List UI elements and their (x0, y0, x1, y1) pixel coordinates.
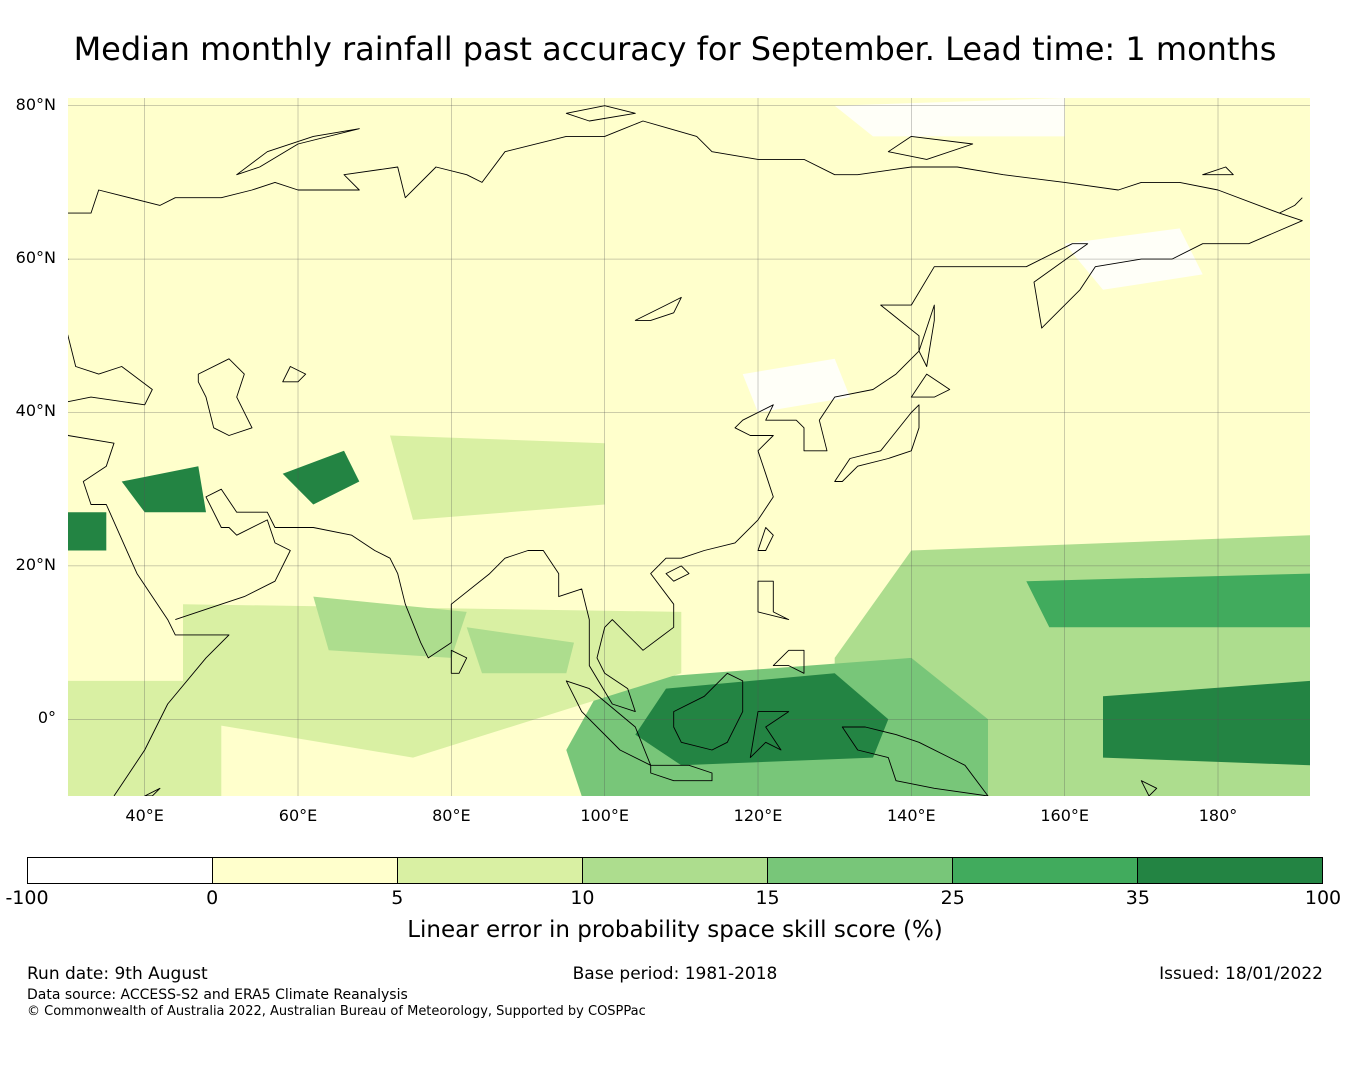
skill-region (282, 450, 360, 505)
longitude-label: 120°E (733, 806, 783, 825)
coastline (757, 527, 774, 551)
longitude-label: 100°E (580, 806, 629, 825)
coastline (1140, 780, 1158, 796)
coastline (887, 135, 974, 160)
colorbar-segment (398, 858, 583, 883)
skill-region (313, 596, 467, 658)
colorbar-tick-label: 25 (940, 887, 965, 909)
colorbar (27, 857, 1323, 884)
issued-date: Issued: 18/01/2022 (1159, 964, 1323, 984)
colorbar-segment (1138, 858, 1322, 883)
latitude-label: 40°N (15, 401, 56, 421)
skill-region (68, 512, 107, 551)
coastline (565, 105, 636, 122)
longitude-label: 160°E (1040, 806, 1089, 825)
coastline (1202, 166, 1234, 176)
skill-region (466, 627, 574, 674)
colorbar-tick-label: -100 (5, 887, 49, 909)
coastline (450, 649, 468, 674)
coastline (197, 358, 253, 436)
coastline (282, 366, 307, 383)
colorbar-tick-label: 10 (570, 887, 595, 909)
skill-region (121, 466, 206, 513)
negative-skill-patch (834, 98, 1065, 137)
colorbar-label: Linear error in probability space skill … (407, 917, 943, 943)
skill-region (144, 213, 567, 336)
longitude-label: 40°E (125, 806, 164, 825)
colorbar-segment (213, 858, 398, 883)
skill-region (259, 351, 467, 413)
latitude-label: 20°N (15, 554, 56, 574)
colorbar-segment (768, 858, 953, 883)
skill-region (298, 105, 758, 152)
coastlines (68, 105, 1303, 796)
skill-region (1026, 573, 1310, 628)
base-period: Base period: 1981-2018 (572, 964, 778, 984)
coastline (757, 580, 790, 621)
latitude-label: 80°N (15, 94, 56, 114)
latitude-label: 60°N (15, 248, 56, 268)
colorbar-segment (583, 858, 768, 883)
coastline (910, 373, 951, 398)
longitude-label: 80°E (432, 806, 471, 825)
map-plot (68, 98, 1310, 796)
map-title: Median monthly rainfall past accuracy fo… (73, 30, 1277, 68)
colorbar-tick-label: 35 (1125, 887, 1150, 909)
coastline (1279, 197, 1303, 214)
coastline (834, 404, 920, 482)
coastline (68, 120, 1303, 796)
coastline (749, 711, 790, 759)
skill-region (390, 435, 605, 520)
colorbar-tick-label: 15 (755, 887, 780, 909)
colorbar-segment (953, 858, 1138, 883)
colorbar-tick-label: 0 (206, 887, 219, 909)
longitude-label: 140°E (887, 806, 936, 825)
score-fill-layer (68, 105, 1310, 796)
coastline (650, 764, 713, 782)
longitude-label: 60°E (278, 806, 318, 825)
coastline (665, 565, 690, 582)
data-source: Data source: ACCESS-S2 and ERA5 Climate … (27, 987, 408, 1003)
longitude-label: 180° (1198, 806, 1238, 825)
colorbar-tick-label: 100 (1304, 887, 1342, 909)
copyright: © Commonwealth of Australia 2022, Austra… (27, 1004, 646, 1019)
coastline (634, 296, 682, 321)
map-panel (68, 98, 1310, 796)
coastline (841, 726, 989, 796)
coastline (673, 672, 744, 751)
coastline (918, 304, 935, 367)
coastline (236, 128, 360, 176)
negative-skill-layer (742, 98, 1203, 413)
gridlines (68, 98, 1310, 796)
colorbar-tick-label: 5 (391, 887, 404, 909)
latitude-label: 0° (37, 708, 56, 728)
negative-skill-patch (742, 358, 850, 413)
run-date: Run date: 9th August (27, 964, 208, 984)
coastline (772, 649, 805, 674)
skill-region (1103, 680, 1310, 766)
coastline (144, 787, 161, 796)
colorbar-segment (28, 858, 213, 883)
